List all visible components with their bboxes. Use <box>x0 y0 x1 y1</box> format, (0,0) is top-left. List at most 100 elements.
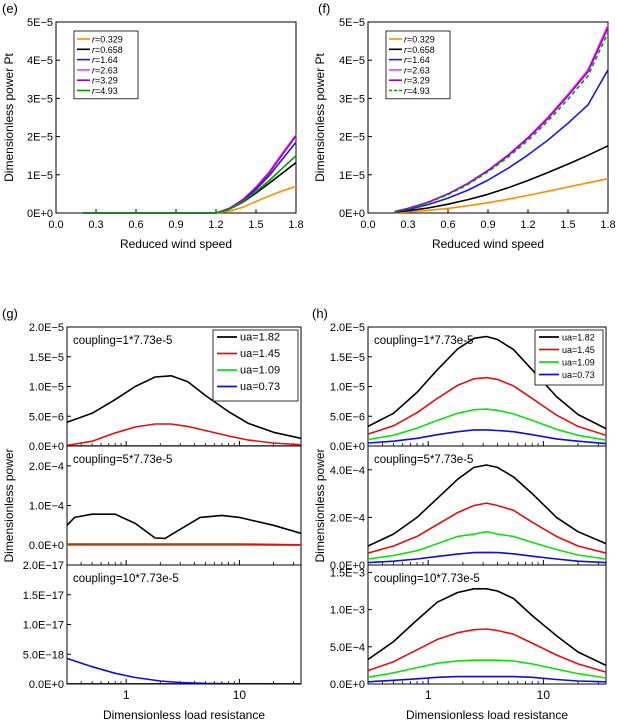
panel-label: (g) <box>2 306 18 321</box>
legend-label: r=3.29 <box>404 76 430 86</box>
panel-h: (h) 0.0E+0 5.0E−6 1.0E−5 1.5E−5 2.0E−5 couplin… <box>312 306 607 721</box>
x-tick-label: 0.0 <box>48 219 63 231</box>
x-tick-label: 1.5 <box>560 219 575 231</box>
series-line <box>82 161 297 214</box>
x-tick-label: 1.8 <box>600 219 615 231</box>
legend-label: ua=1.09 <box>240 365 280 377</box>
y-tick-label: 2.0E−4 <box>29 461 64 473</box>
y-tick-label: 1.5E−17 <box>23 590 64 602</box>
y-tick-label: 5.0E−18 <box>23 649 64 661</box>
legend-label: r=4.93 <box>92 86 118 96</box>
legend-label: ua=0.73 <box>562 370 595 380</box>
y-axis-label: Dimensionless power Pt <box>2 52 16 181</box>
y-tick-label: 1.5E−5 <box>29 352 64 364</box>
y-tick-label: 1.5E−5 <box>330 352 365 364</box>
x-axis-label: Reduced wind speed <box>120 237 232 251</box>
legend-box <box>73 30 139 100</box>
subplot-1: 0.0E+0 5.0E−6 1.0E−5 1.5E−5 2.0E−5 coupling=1… <box>330 322 607 453</box>
series-line <box>394 145 609 213</box>
y-tick-label: 0E+0 <box>339 208 365 220</box>
series-line <box>394 69 609 213</box>
x-tick-label: 10 <box>233 688 247 702</box>
y-tick-label: 1.0E−17 <box>23 620 64 632</box>
legend-label: ua=1.82 <box>240 332 280 344</box>
legend: ua=1.82 ua=1.45 ua=1.09 ua=0.73 <box>212 329 299 402</box>
y-tick-label: 1.0E−5 <box>330 382 365 394</box>
y-tick-label: 3E−5 <box>27 93 53 105</box>
series-line <box>82 134 297 214</box>
subplot-2: 0.0E+0 2.0E−4 4.0E−4 coupling=5*7.73e-5 <box>330 445 607 572</box>
legend-label: r=2.63 <box>92 65 118 75</box>
series-group <box>368 587 606 683</box>
panel-f: (f) 0E+0 1E−5 2E−5 3E−5 4E−5 5E−5 0.0 0.3 0.6 0.9 1… <box>313 1 616 251</box>
subplot-3: 0.0E+0 5.0E−4 1.0E−3 1.5E−3 coupling=10*7.73… <box>330 564 607 691</box>
y-tick-label: 0.0E+0 <box>29 441 64 453</box>
series-line <box>82 135 297 214</box>
y-tick-label: 2.0E−17 <box>23 560 64 572</box>
x-tick-label: 0.6 <box>128 219 143 231</box>
y-tick-label: 3E−5 <box>339 93 365 105</box>
x-tick-label: 1.8 <box>288 219 303 231</box>
series-line <box>368 408 606 441</box>
legend-label: r=4.93 <box>404 86 430 96</box>
series-line <box>368 429 606 445</box>
series-line <box>82 185 297 214</box>
legend-label: r=1.64 <box>404 55 430 65</box>
legend-label: ua=1.82 <box>562 333 595 343</box>
y-tick-label: 0.0E+0 <box>330 441 365 453</box>
y-tick-label: 1.0E−5 <box>29 382 64 394</box>
series-group <box>368 335 606 445</box>
y-tick-label: 2E−5 <box>27 132 53 144</box>
y-tick-label: 1.5E−3 <box>330 567 365 579</box>
y-tick-label: 2.0E−5 <box>29 322 64 334</box>
legend-label: r=0.329 <box>92 35 123 45</box>
x-tick-label: 0.0 <box>360 219 375 231</box>
y-tick-label: 4E−5 <box>339 55 365 67</box>
legend-label: r=0.329 <box>404 35 435 45</box>
coupling-annotation: coupling=1*7.73e-5 <box>73 335 172 347</box>
series-group <box>67 657 301 684</box>
coupling-annotation: coupling=1*7.73e-5 <box>374 335 473 347</box>
plot-frame <box>367 564 607 685</box>
panel-e: (e) 0E+0 1E−5 2E−5 3E−5 4E−5 5E−5 0.0 0.3 0.6 0.9 1… <box>2 1 304 251</box>
series-line <box>82 155 297 214</box>
panel-label: (e) <box>2 1 18 16</box>
legend-box <box>385 30 451 100</box>
series-line <box>368 376 606 437</box>
y-tick-label: 5.0E−4 <box>330 642 365 654</box>
y-tick-label: 1.0E−3 <box>330 605 365 617</box>
y-tick-label: 1E−5 <box>339 170 365 182</box>
panel-label: (f) <box>318 1 330 16</box>
y-tick-label: 0.0E+0 <box>330 679 365 691</box>
x-tick-label: 0.9 <box>480 219 495 231</box>
x-axis-label: Dimensionless load resistance <box>103 708 265 721</box>
series-line <box>67 374 301 440</box>
y-tick-label: 0.0E+0 <box>29 540 64 552</box>
y-axis-label: Dimensionless power <box>313 448 327 562</box>
series-group <box>368 464 606 564</box>
x-axis-label: Dimensionless load resistance <box>406 708 568 721</box>
subplot-2: 0.0E+0 1.0E−4 2.0E−4 coupling=5*7.73e-5 <box>29 445 302 566</box>
x-tick-label: 1 <box>425 688 432 702</box>
y-tick-label: 2.0E−4 <box>330 512 365 524</box>
series-line <box>368 628 606 673</box>
y-tick-label: 0E+0 <box>27 208 53 220</box>
legend-label: ua=0.73 <box>240 381 280 393</box>
y-tick-label: 5.0E−6 <box>29 411 64 423</box>
y-tick-label: 5E−5 <box>27 17 53 29</box>
series-line <box>394 32 609 213</box>
series-line <box>368 530 606 560</box>
y-tick-label: 0.0E+0 <box>330 560 365 572</box>
legend-label: r=2.63 <box>404 65 430 75</box>
legend-label: r=0.658 <box>404 45 435 55</box>
series-line <box>368 335 606 430</box>
legend: ua=1.82 ua=1.45 ua=1.09 ua=0.73 <box>534 329 604 386</box>
x-axis-label: Reduced wind speed <box>432 237 544 251</box>
series-line <box>368 659 606 679</box>
series-line <box>368 587 606 667</box>
series-group <box>67 374 301 446</box>
series-line <box>368 464 606 547</box>
x-tick-label: 0.3 <box>88 219 103 231</box>
